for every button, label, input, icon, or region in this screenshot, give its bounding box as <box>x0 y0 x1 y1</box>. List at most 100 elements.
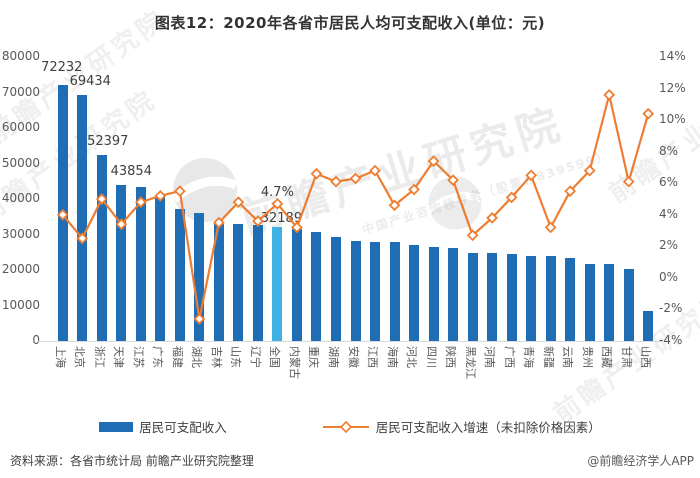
marker-重庆 <box>310 167 323 180</box>
right-axis-tick-label: -4% <box>659 333 683 347</box>
x-axis-label-江西: 江西 <box>366 346 380 368</box>
right-axis-tick-label: 12% <box>659 80 686 95</box>
marker-河北 <box>408 183 420 196</box>
x-axis-label-山西: 山西 <box>639 346 653 368</box>
marker-海南 <box>388 199 401 212</box>
data-label: 4.7% <box>260 184 294 200</box>
x-axis-label-四川: 四川 <box>424 346 438 368</box>
x-axis-label-全国: 全国 <box>268 346 282 368</box>
x-axis-label-甘肃: 甘肃 <box>619 346 633 368</box>
right-axis-tick-label: 6% <box>659 175 679 190</box>
x-axis-label-福建: 福建 <box>170 346 184 368</box>
bar-陕西 <box>448 247 459 341</box>
marker-河南 <box>486 212 498 224</box>
x-axis-label-北京: 北京 <box>73 346 87 368</box>
marker-陕西 <box>447 174 459 186</box>
x-axis-label-云南: 云南 <box>561 346 575 368</box>
bar-福建 <box>174 208 185 341</box>
right-axis-tick-label: 10% <box>659 112 686 127</box>
marker-西藏 <box>603 88 616 101</box>
x-axis-label-辽宁: 辽宁 <box>248 346 262 368</box>
left-axis-tick-label: 20000 <box>1 262 40 276</box>
bar-浙江 <box>96 154 107 341</box>
x-axis-label-新疆: 新疆 <box>541 346 555 368</box>
data-label: 69434 <box>69 73 111 89</box>
bar-山东 <box>233 224 244 341</box>
bar-swatch-icon <box>99 421 134 432</box>
bar-河北 <box>409 244 420 341</box>
bar-上海 <box>57 84 68 341</box>
left-axis-tick-label: 30000 <box>1 226 40 241</box>
right-axis-tick-label: 2% <box>659 238 679 253</box>
bar-甘肃 <box>623 268 634 341</box>
data-label: 32189 <box>260 210 303 226</box>
x-axis-label-贵州: 贵州 <box>580 346 594 368</box>
marker-安徽 <box>349 172 362 185</box>
bar-吉林 <box>213 223 224 341</box>
left-axis-tick-label: 80000 <box>1 49 40 63</box>
bar-新疆 <box>545 256 556 341</box>
x-axis-label-青海: 青海 <box>522 346 536 368</box>
bar-内蒙古 <box>291 229 302 341</box>
x-axis-label-海南: 海南 <box>385 346 399 368</box>
bar-天津 <box>116 185 127 341</box>
credit-note: @前瞻经济学人APP <box>587 454 694 468</box>
marker-甘肃 <box>622 175 635 188</box>
left-axis-tick-label: 50000 <box>1 155 40 170</box>
marker-福建 <box>173 185 186 197</box>
marker-山东 <box>232 196 245 209</box>
x-axis-label-浙江: 浙江 <box>92 346 106 368</box>
legend: 居民可支配收入 居民可支配收入增速（未扣除价格因素） <box>0 417 700 436</box>
left-axis-tick-label: 10000 <box>1 297 40 312</box>
bar-海南 <box>389 241 400 341</box>
marker-青海 <box>525 169 538 182</box>
watermark-tagline: 中国产业咨询领导者（股票：839599） <box>360 148 612 238</box>
marker-山西 <box>642 107 655 120</box>
left-axis-tick-label: 0 <box>32 333 40 347</box>
right-axis-tick-label: 0% <box>659 269 679 284</box>
bar-四川 <box>428 246 439 341</box>
x-axis-label-上海: 上海 <box>53 346 67 368</box>
x-axis-label-江苏: 江苏 <box>131 346 145 368</box>
bar-全国 <box>272 226 283 341</box>
bar-辽宁 <box>252 224 263 341</box>
x-axis-label-安徽: 安徽 <box>346 346 360 368</box>
x-axis-label-天津: 天津 <box>112 346 126 368</box>
bar-广西 <box>506 253 517 341</box>
line-diamond-swatch-icon <box>322 420 369 433</box>
left-axis-tick-label: 60000 <box>1 120 40 134</box>
x-axis-label-陕西: 陕西 <box>444 346 458 368</box>
source-note: 资料来源：各省市统计局 前瞻产业研究院整理 <box>10 454 254 468</box>
x-axis-label-重庆: 重庆 <box>307 346 321 368</box>
data-label: 43854 <box>110 164 152 180</box>
marker-广西 <box>505 191 518 204</box>
legend-label: 居民可支配收入 <box>139 420 227 435</box>
x-axis-label-广西: 广西 <box>502 346 516 368</box>
bar-北京 <box>77 94 88 341</box>
x-axis-label-河北: 河北 <box>405 346 419 368</box>
x-axis-label-广东: 广东 <box>151 346 165 368</box>
data-label: 72232 <box>41 59 83 75</box>
right-axis-tick-label: -2% <box>659 301 683 316</box>
bar-广东 <box>155 195 166 341</box>
bar-山西 <box>643 310 654 341</box>
marker-全国 <box>271 197 284 210</box>
legend-label: 居民可支配收入增速（未扣除价格因素） <box>375 420 601 435</box>
marker-黑龙江 <box>466 229 479 242</box>
marker-四川 <box>427 155 440 168</box>
legend-item-income: 居民可支配收入 <box>99 417 227 436</box>
right-axis-tick-label: 4% <box>659 206 679 221</box>
marker-新疆 <box>544 221 557 234</box>
x-axis-label-黑龙江: 黑龙江 <box>463 346 477 379</box>
legend-item-growth: 居民可支配收入增速（未扣除价格因素） <box>322 417 601 436</box>
left-axis-tick-label: 40000 <box>1 191 40 205</box>
x-axis-label-西藏: 西藏 <box>600 346 614 368</box>
marker-江西 <box>369 164 381 177</box>
bar-江西 <box>370 241 381 341</box>
bar-安徽 <box>350 241 361 341</box>
x-axis-label-山东: 山东 <box>229 346 243 368</box>
bar-云南 <box>565 258 576 341</box>
marker-湖南 <box>330 175 342 188</box>
bar-黑龙江 <box>467 252 478 341</box>
